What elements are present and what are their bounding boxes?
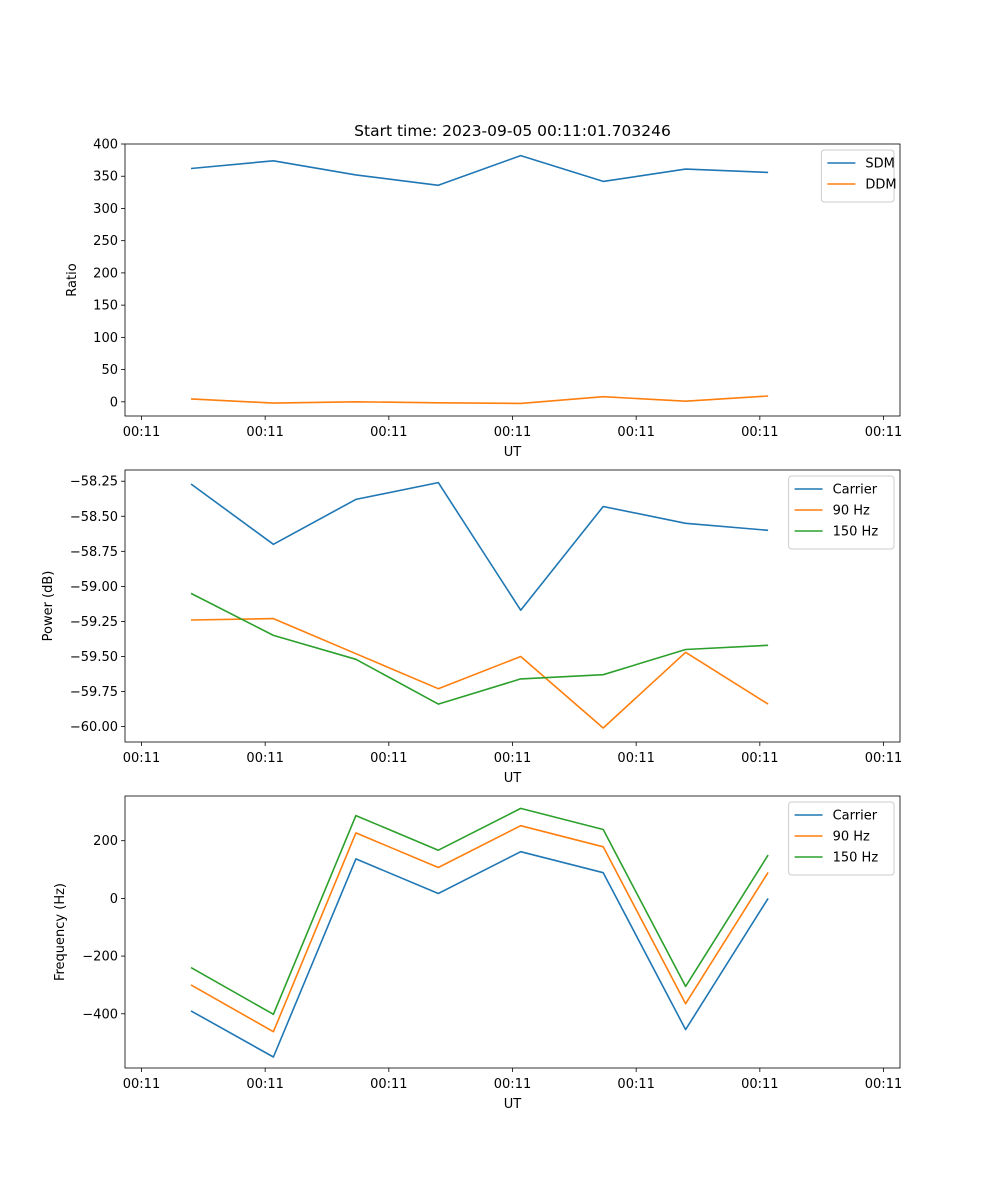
legend-entry: DDM <box>865 178 896 193</box>
y-tick-label: −58.50 <box>70 510 118 525</box>
series-line-150-hz <box>190 807 769 1016</box>
x-tick-label: 00:11 <box>865 1077 902 1092</box>
legend: Carrier 90 Hz 150 Hz <box>788 475 895 550</box>
y-tick-label: −59.25 <box>70 615 118 630</box>
x-tick-label: 00:11 <box>370 1077 407 1092</box>
y-tick-label: 50 <box>101 363 118 378</box>
x-tick-label: 00:11 <box>617 425 654 440</box>
x-tick-label: 00:11 <box>865 425 902 440</box>
y-tick-label: −200 <box>82 950 118 965</box>
x-tick-label: 00:11 <box>741 1077 778 1092</box>
x-tick-label: 00:11 <box>246 751 283 766</box>
y-tick-label: 250 <box>93 234 118 249</box>
y-tick-label: 0 <box>110 892 118 907</box>
x-tick-label: 00:11 <box>741 751 778 766</box>
y-tick-label: −58.25 <box>70 475 118 490</box>
y-axis-label: Power (dB) <box>41 571 56 642</box>
legend: SDM DDM <box>820 149 897 203</box>
y-tick-label: 350 <box>93 170 118 185</box>
x-axis-label: UT <box>504 1097 522 1112</box>
y-tick-label: −58.75 <box>70 545 118 560</box>
x-tick-label: 00:11 <box>865 751 902 766</box>
x-tick-label: 00:11 <box>370 425 407 440</box>
y-tick-label: 400 <box>93 138 118 153</box>
y-tick-label: −60.00 <box>70 720 118 735</box>
series-line-90-hz <box>190 617 769 729</box>
y-tick-label: −59.00 <box>70 580 118 595</box>
x-tick-label: 00:11 <box>246 425 283 440</box>
x-axis-label: UT <box>504 445 522 460</box>
series-line-carrier <box>190 481 769 612</box>
axes-frame <box>124 795 901 1069</box>
y-tick-label: 0 <box>110 395 118 410</box>
x-tick-label: 00:11 <box>123 1077 160 1092</box>
legend-entry: SDM <box>865 157 894 172</box>
y-tick-label: 150 <box>93 299 118 314</box>
axes-frame <box>124 469 901 743</box>
x-axis-label: UT <box>504 771 522 786</box>
x-tick-label: 00:11 <box>494 425 531 440</box>
series-line-carrier <box>190 850 769 1058</box>
y-tick-label: 200 <box>93 266 118 281</box>
x-tick-label: 00:11 <box>494 1077 531 1092</box>
y-axis-label: Ratio <box>65 263 80 296</box>
y-tick-label: 100 <box>93 331 118 346</box>
series-line-sdm <box>190 154 769 187</box>
y-tick-label: 200 <box>93 834 118 849</box>
x-tick-label: 00:11 <box>123 751 160 766</box>
power-panel: 00:11 00:11 00:11 00:11 00:11 00:11 00:11 −60.0… <box>41 469 902 786</box>
legend-entry: 150 Hz <box>833 525 879 540</box>
legend-entry: Carrier <box>833 809 878 824</box>
x-tick-label: 00:11 <box>617 1077 654 1092</box>
chart-title: Start time: 2023-09-05 00:11:01.703246 <box>354 122 671 140</box>
series-line-150-hz <box>190 592 769 705</box>
legend-entry: Carrier <box>833 483 878 498</box>
x-tick-label: 00:11 <box>741 425 778 440</box>
y-tick-label: −59.75 <box>70 685 118 700</box>
legend-entry: 90 Hz <box>833 830 870 845</box>
legend: Carrier 90 Hz 150 Hz <box>788 801 895 876</box>
y-tick-label: −59.50 <box>70 650 118 665</box>
ratio-panel: 00:11 00:11 00:11 00:11 00:11 00:11 00:11 0 50 10… <box>65 138 902 461</box>
x-tick-label: 00:11 <box>246 1077 283 1092</box>
series-line-ddm <box>190 395 769 405</box>
x-tick-label: 00:11 <box>123 425 160 440</box>
frequency-panel: 00:11 00:11 00:11 00:11 00:11 00:11 00:11 −400 −… <box>53 795 902 1112</box>
x-tick-label: 00:11 <box>370 751 407 766</box>
legend-entry: 90 Hz <box>833 504 870 519</box>
y-tick-label: −400 <box>82 1007 118 1022</box>
x-tick-label: 00:11 <box>617 751 654 766</box>
y-axis-label: Frequency (Hz) <box>53 883 68 981</box>
series-line-90-hz <box>190 824 769 1033</box>
x-tick-label: 00:11 <box>494 751 531 766</box>
y-tick-label: 300 <box>93 202 118 217</box>
axes-frame <box>124 143 901 417</box>
legend-entry: 150 Hz <box>833 851 879 866</box>
